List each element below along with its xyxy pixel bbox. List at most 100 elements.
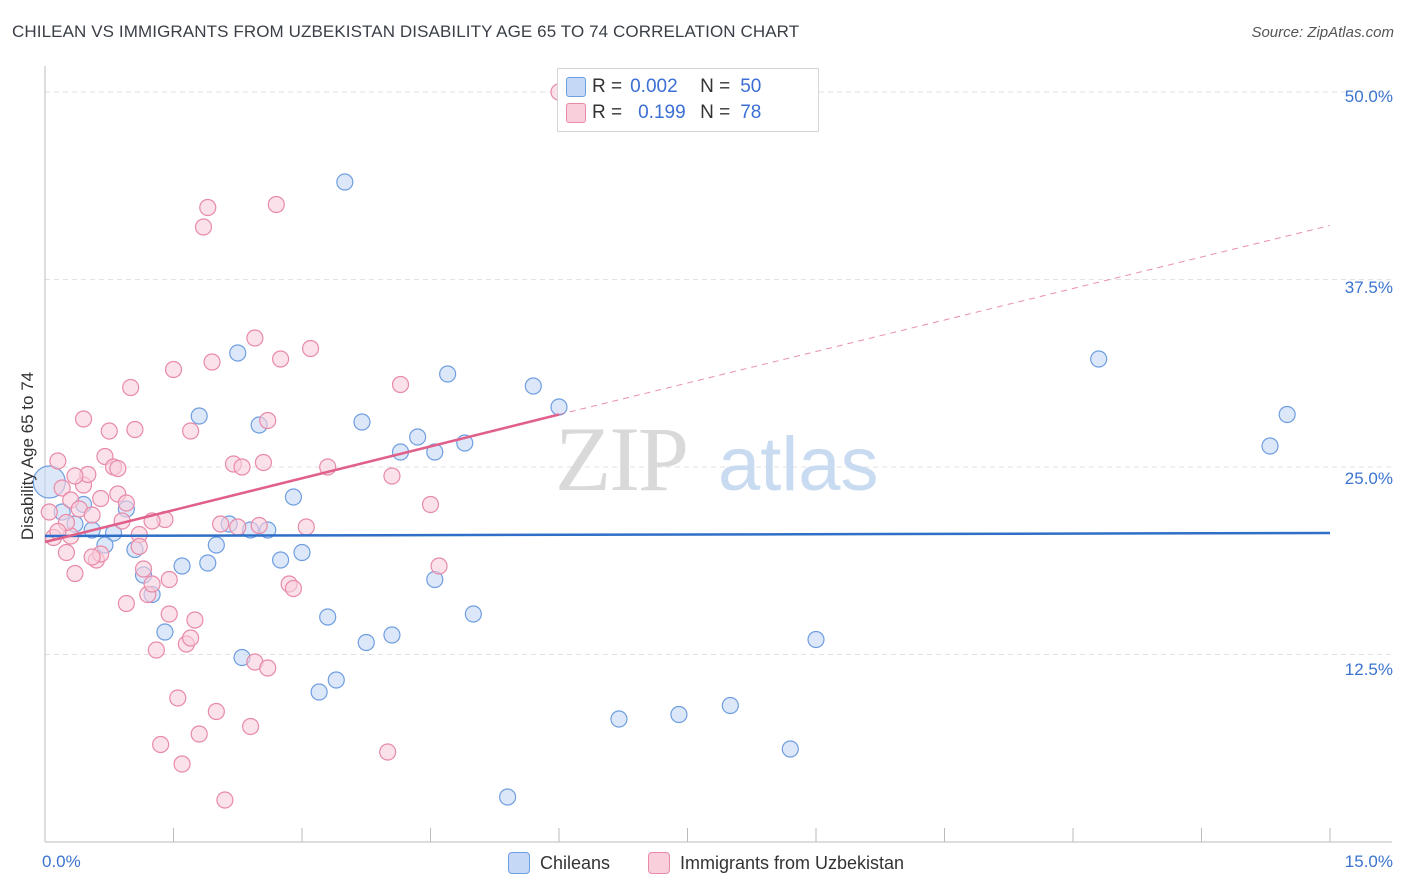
point-uzbekistan [49, 452, 67, 470]
point-uzbekistan [83, 548, 101, 566]
point-chileans [353, 413, 371, 431]
point-uzbekistan [66, 564, 84, 583]
legend-label-uzbekistan: Immigrants from Uzbekistan [680, 852, 905, 873]
point-chileans [409, 428, 427, 446]
n-value: 50 [740, 76, 762, 97]
point-uzbekistan [250, 516, 268, 535]
point-uzbekistan [66, 467, 84, 485]
point-chileans [524, 377, 542, 395]
point-chileans [190, 407, 208, 425]
source-label: Source: ZipAtlas.com [1251, 24, 1394, 41]
chart-title: CHILEAN VS IMMIGRANTS FROM UZBEKISTAN DI… [12, 22, 800, 41]
legend-item-uzbekistan[interactable]: Immigrants from Uzbekistan [648, 852, 904, 874]
point-chileans [550, 398, 568, 416]
point-uzbekistan [173, 755, 191, 773]
point-uzbekistan [284, 579, 303, 598]
x-tick-label: 15.0% [1344, 852, 1393, 871]
point-chileans [426, 443, 444, 461]
point-uzbekistan [182, 629, 200, 647]
point-chileans [199, 554, 217, 572]
watermark-zip: ZIP [555, 408, 687, 510]
point-chileans [284, 488, 303, 506]
point-uzbekistan [160, 605, 178, 623]
r-value: 0.002 [630, 76, 678, 97]
point-uzbekistan [254, 453, 273, 472]
point-chileans [357, 633, 375, 652]
point-chileans [499, 788, 517, 806]
legend-swatch-chileans [566, 77, 586, 97]
point-uzbekistan [92, 489, 110, 508]
point-uzbekistan [134, 560, 153, 578]
point-uzbekistan [53, 479, 71, 497]
point-chileans [781, 740, 799, 758]
legend-swatch-chileans [508, 852, 530, 874]
point-chileans [383, 626, 401, 644]
point-uzbekistan [117, 494, 135, 512]
point-chileans [610, 710, 628, 728]
point-uzbekistan [143, 575, 161, 593]
axes [44, 66, 1392, 843]
point-uzbekistan [130, 537, 148, 556]
point-chileans [319, 608, 337, 626]
point-uzbekistan [126, 420, 144, 439]
point-uzbekistan [259, 411, 277, 430]
point-chileans [156, 623, 174, 641]
point-chileans [464, 605, 482, 623]
point-uzbekistan [194, 218, 213, 236]
r-label: R = [592, 102, 623, 123]
series-legend: Chileans Immigrants from Uzbekistan [0, 852, 1406, 876]
point-uzbekistan [430, 557, 448, 575]
legend-row-uzbekistan: R = 0.199 N = 78 [566, 101, 762, 125]
point-chileans [807, 630, 825, 649]
n-value: 78 [740, 102, 762, 123]
point-uzbekistan [160, 570, 178, 589]
point-uzbekistan [242, 717, 260, 736]
point-chileans [1090, 350, 1108, 368]
point-uzbekistan [203, 353, 221, 371]
trend-line-uzbekistan-extension [558, 225, 1331, 415]
point-uzbekistan [186, 611, 204, 629]
y-axis-label: Disability Age 65 to 74 [18, 371, 37, 541]
stats-legend: R = 0.002 N = 50 R = 0.199 N = 78 [557, 68, 819, 132]
point-chileans [1278, 405, 1296, 424]
point-chileans [439, 365, 457, 383]
point-uzbekistan [391, 375, 410, 394]
point-uzbekistan [383, 467, 401, 485]
trend-lines [44, 225, 1331, 544]
y-tick-label: 50.0% [1344, 87, 1393, 106]
point-uzbekistan [212, 515, 230, 533]
point-uzbekistan [182, 422, 200, 440]
legend-label-chileans: Chileans [540, 852, 611, 873]
point-chileans [670, 705, 688, 724]
point-chileans [229, 344, 247, 362]
point-uzbekistan [169, 689, 187, 707]
gridlines [45, 91, 1392, 655]
point-chileans [173, 557, 191, 575]
point-chileans [721, 696, 739, 715]
point-uzbekistan [259, 659, 277, 677]
legend-row-chileans: R = 0.002 N = 50 [566, 75, 762, 99]
point-chileans [310, 683, 328, 701]
point-uzbekistan [297, 518, 315, 536]
point-uzbekistan [122, 378, 140, 397]
point-chileans [327, 671, 345, 689]
y-tick-label: 12.5% [1344, 660, 1393, 679]
watermark-atlas: atlas [718, 422, 879, 507]
point-uzbekistan [207, 702, 225, 721]
point-uzbekistan [100, 422, 118, 440]
point-uzbekistan [267, 195, 285, 214]
point-uzbekistan [246, 329, 264, 347]
trend-line-chileans [44, 531, 1331, 538]
y-tick-label: 25.0% [1344, 469, 1393, 488]
legend-swatch-uzbekistan [648, 852, 670, 874]
point-uzbekistan [117, 594, 135, 613]
n-label: N = [700, 102, 731, 123]
point-uzbekistan [152, 735, 170, 754]
r-label: R = [592, 76, 623, 97]
point-chileans [207, 536, 225, 554]
point-uzbekistan [229, 518, 247, 536]
legend-item-chileans[interactable]: Chileans [508, 852, 610, 874]
point-uzbekistan [199, 198, 217, 217]
point-uzbekistan [421, 495, 440, 514]
